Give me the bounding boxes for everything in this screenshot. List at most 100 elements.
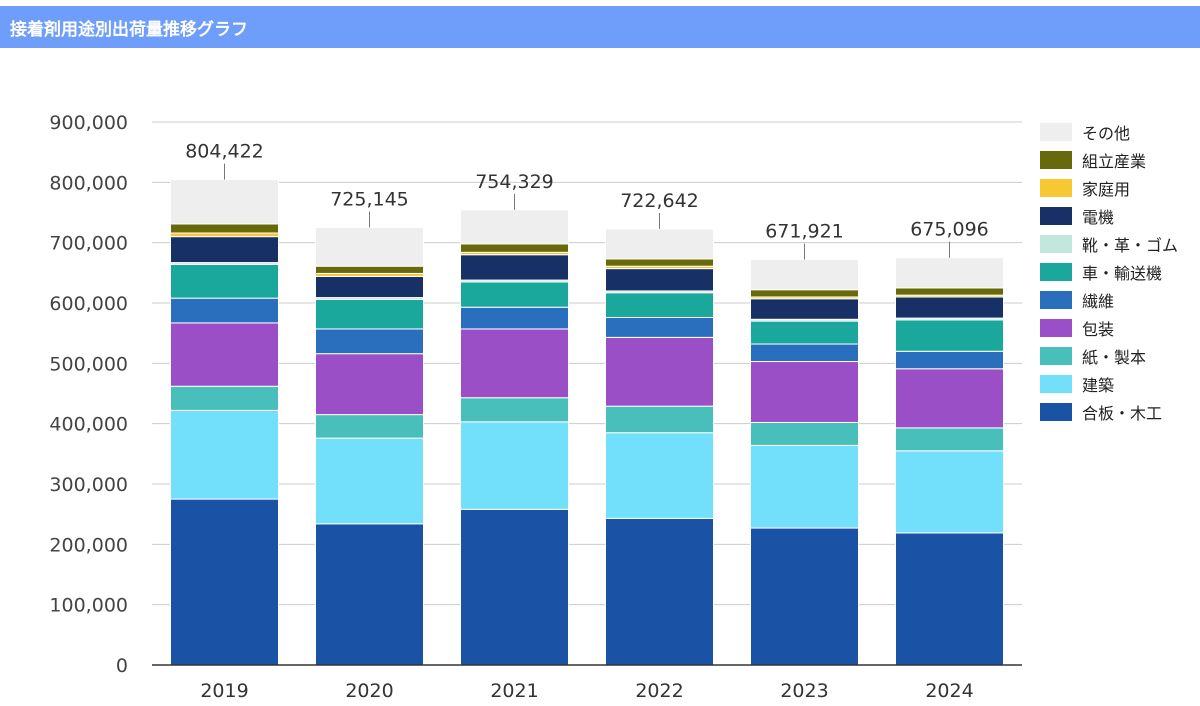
bar-segment [170,223,279,234]
bar-segment [750,320,859,345]
legend-swatch [1040,319,1072,337]
bar-segment [315,298,424,330]
y-tick-label: 300,000 [49,474,128,496]
bar-segment [895,287,1004,296]
legend-item: 家庭用 [1040,174,1178,202]
legend-item: 繊維 [1040,286,1178,314]
x-tick-label: 2019 [200,680,248,702]
bar-segment [605,517,714,666]
bar-segment [605,405,714,434]
bar-segment [895,368,1004,429]
bar-segment [315,353,424,416]
legend-item: 車・輸送機 [1040,258,1178,286]
legend-swatch [1040,179,1072,197]
total-label: 722,642 [620,190,699,212]
bar-segment [895,450,1004,534]
legend-item: 紙・製本 [1040,342,1178,370]
y-tick-label: 900,000 [49,112,128,134]
bar-segment [895,319,1004,352]
bar-segment [605,292,714,318]
legend-item: 電機 [1040,202,1178,230]
x-tick-label: 2023 [780,680,828,702]
bar-segment [315,226,424,267]
legend-swatch [1040,347,1072,365]
bar-segment [605,432,714,519]
bar-segment [750,361,859,423]
legend-label: 合板・木工 [1082,404,1163,423]
y-tick-label: 500,000 [49,353,128,375]
legend-item: 合板・木工 [1040,398,1178,426]
bar-segment [605,258,714,267]
bar-segment [605,268,714,292]
page-title: 接着剤用途別出荷量推移グラフ [10,19,248,40]
total-label: 671,921 [765,221,844,243]
bar-segment [605,316,714,338]
total-label: 675,096 [910,219,989,241]
legend-swatch [1040,375,1072,393]
bar-segment [170,179,279,225]
legend-swatch [1040,291,1072,309]
legend-swatch [1040,123,1072,141]
x-tick-label: 2021 [490,680,538,702]
x-tick-label: 2020 [345,680,393,702]
bar-segment [895,296,1004,319]
legend-label: 紙・製本 [1082,348,1147,367]
bar-segment [170,409,279,500]
x-tick-label: 2024 [925,680,973,702]
y-tick-label: 100,000 [49,595,128,617]
legend-item: 建築 [1040,370,1178,398]
bar-segment [750,444,859,529]
total-label: 725,145 [330,188,409,210]
bar-segment [605,336,714,407]
bar-segment [605,228,714,260]
legend-swatch [1040,235,1072,253]
bar-segment [315,265,424,274]
y-tick-label: 200,000 [49,534,128,556]
bar-segment [750,421,859,446]
bar-segment [895,532,1004,666]
legend-label: 包装 [1082,320,1115,339]
legend-swatch [1040,263,1072,281]
bar-segment [750,527,859,666]
bar-segment [170,263,279,299]
total-label: 804,422 [185,141,264,163]
legend-item: その他 [1040,118,1178,146]
y-tick-label: 600,000 [49,293,128,315]
legend-item: 包装 [1040,314,1178,342]
legend-swatch [1040,403,1072,421]
legend-label: 建築 [1082,376,1115,395]
bar-segment [895,350,1004,370]
bar-segment [460,328,569,399]
bar-segment [750,289,859,298]
legend-item: 組立産業 [1040,146,1178,174]
bar-segment [170,236,279,264]
x-tick-label: 2022 [635,680,683,702]
legend-swatch [1040,207,1072,225]
bar-segment [750,259,859,291]
bar-segment [170,385,279,411]
bar-segment [460,421,569,510]
bar-segment [460,254,569,281]
y-tick-label: 800,000 [49,172,128,194]
bar-segment [750,298,859,320]
bar-segment [170,498,279,666]
legend-label: 電機 [1082,208,1115,227]
bar-segment [460,243,569,253]
bar-segment [460,508,569,666]
legend-item: 靴・革・ゴム [1040,230,1178,258]
bar-segment [170,297,279,324]
total-label: 754,329 [475,171,554,193]
legend-label: 繊維 [1082,292,1115,311]
legend-label: 靴・革・ゴム [1082,236,1179,255]
bar-segment [170,322,279,387]
title-bar: 接着剤用途別出荷量推移グラフ [0,6,1200,48]
chart-legend: その他 組立産業家庭用電機靴・革・ゴム車・輸送機繊維包装紙・製本建築合板・木工 [1040,118,1178,426]
legend-label: 家庭用 [1082,180,1131,199]
legend-swatch [1040,151,1072,169]
bar-segment [315,275,424,299]
bar-segment [460,209,569,245]
y-tick-label: 400,000 [49,414,128,436]
bar-segment [460,306,569,330]
bar-segment [460,281,569,308]
